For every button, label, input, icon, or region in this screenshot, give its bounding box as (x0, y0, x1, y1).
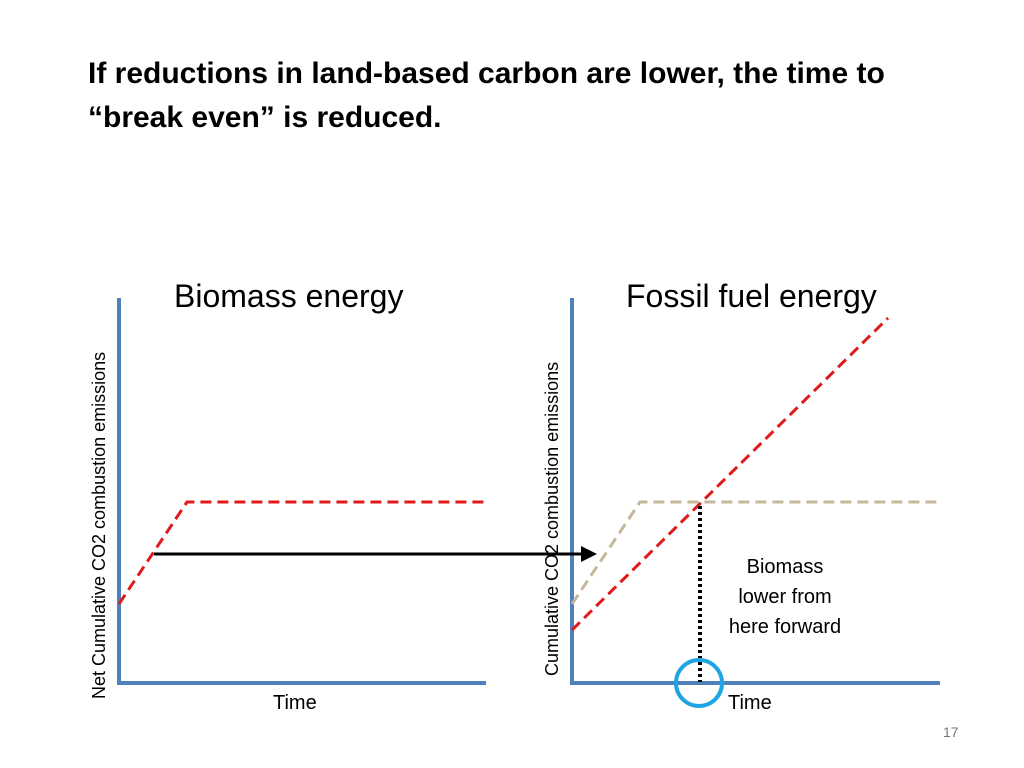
fossil-emissions-line (570, 316, 890, 632)
left-x-axis-label: Time (273, 692, 317, 714)
slide-title: If reductions in land-based carbon are l… (88, 57, 885, 134)
left-panel-title: Biomass energy (174, 278, 404, 314)
biomass-lower-note: Biomass lower from here forward (710, 552, 860, 642)
biomass-emissions-line (117, 500, 486, 605)
right-panel-title: Fossil fuel energy (626, 278, 877, 314)
page-number: 17 (943, 724, 959, 740)
note-line-1: Biomass (746, 556, 824, 578)
right-x-axis-label: Time (728, 692, 772, 714)
break-even-circle (674, 658, 724, 708)
right-y-axis-label: Cumulative CO2 combustion emissions (542, 361, 562, 676)
left-y-axis-label: Net Cumulative CO2 combustion emissions (89, 351, 109, 699)
note-line-2: lower from (738, 586, 832, 608)
biomass-reference-line (570, 500, 940, 605)
transfer-arrow-head (581, 546, 597, 562)
note-line-3: here forward (728, 616, 842, 638)
